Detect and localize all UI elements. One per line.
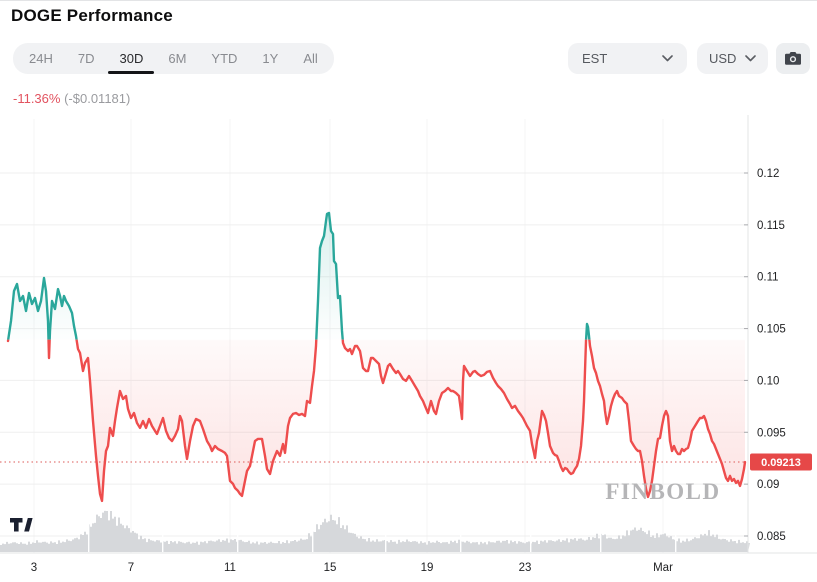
last-price-tag: 0.09213 (750, 453, 812, 471)
price-tick-label: 0.10 (757, 375, 779, 387)
price-tick-label: 0.11 (757, 272, 779, 284)
range-tab-all[interactable]: All (303, 51, 318, 66)
time-scale[interactable]: 3 7 11 15 19 23 Mar (31, 562, 673, 574)
screenshot-button[interactable] (776, 43, 810, 74)
performance-delta: (-$0.01181) (64, 91, 131, 106)
price-tick-label: 0.12 (757, 168, 779, 180)
volume-histogram (0, 504, 750, 552)
time-tick-label: Mar (653, 562, 673, 574)
performance-percent: -11.36% (13, 91, 61, 106)
range-tabs: 24H 7D 30D 6M YTD 1Y All (13, 43, 334, 74)
chevron-down-icon (662, 55, 673, 62)
range-tab-6m[interactable]: 6M (168, 51, 187, 66)
area-fill-below-baseline (8, 339, 745, 501)
price-tick-label: 0.085 (757, 531, 786, 543)
currency-select[interactable]: USD (697, 43, 768, 74)
time-tick-label: 11 (224, 562, 236, 574)
range-tab-ytd[interactable]: YTD (211, 51, 238, 66)
camera-icon (785, 52, 801, 65)
time-tick-label: 15 (324, 562, 337, 574)
time-tick-label: 7 (128, 562, 134, 574)
price-tick-label: 0.115 (757, 220, 785, 232)
price-tick-label: 0.09 (757, 479, 779, 491)
finbold-watermark: FINBOLD (605, 479, 720, 504)
price-tick-label: 0.095 (757, 427, 786, 439)
range-tab-30d[interactable]: 30D (108, 43, 155, 74)
timezone-label: EST (582, 51, 608, 66)
price-line-down (6, 339, 747, 503)
price-tick-label: 0.105 (757, 324, 786, 336)
svg-text:0.09213: 0.09213 (761, 457, 801, 469)
currency-label: USD (709, 51, 737, 66)
chevron-down-icon (745, 55, 756, 62)
chart-controls: 24H 7D 30D 6M YTD 1Y All EST USD (0, 43, 817, 74)
time-tick-label: 19 (421, 562, 434, 574)
time-tick-label: 3 (31, 562, 37, 574)
timezone-select[interactable]: EST (568, 43, 687, 74)
range-tab-1y[interactable]: 1Y (262, 51, 279, 66)
range-tab-24h[interactable]: 24H (29, 51, 53, 66)
area-fill-above-baseline (8, 213, 590, 340)
price-scale[interactable]: 0.12 0.115 0.11 0.105 0.10 0.095 0.09 0.085 (744, 168, 786, 543)
page-title: DOGE Performance (11, 6, 173, 25)
performance-summary: -11.36% (-$0.01181) (13, 91, 130, 106)
time-tick-label: 23 (519, 562, 532, 574)
tradingview-logo[interactable] (10, 518, 33, 532)
range-tab-7d[interactable]: 7D (77, 51, 95, 66)
active-tab-underline (108, 71, 155, 74)
